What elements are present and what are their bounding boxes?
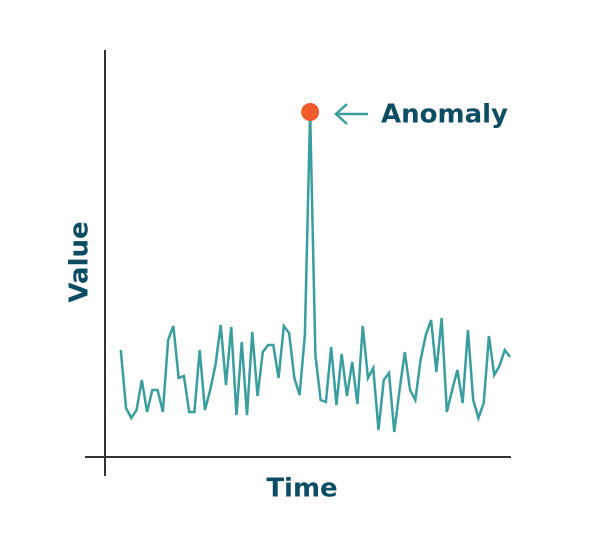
data-line [119, 111, 511, 433]
annotation-label: Anomaly [381, 100, 508, 130]
anomaly-point [301, 103, 320, 121]
x-axis-label: Time [266, 474, 337, 504]
annotation-arrow [334, 103, 368, 125]
y-axis-label: Value [65, 221, 95, 302]
